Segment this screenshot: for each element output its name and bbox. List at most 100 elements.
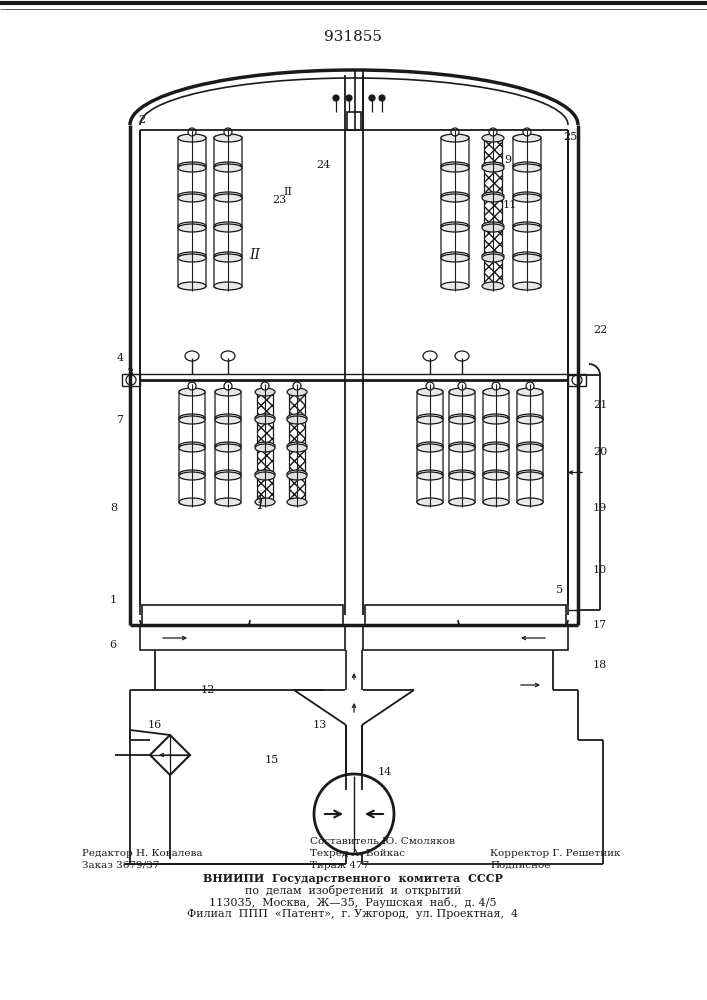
FancyBboxPatch shape: [179, 474, 205, 504]
Ellipse shape: [449, 498, 475, 506]
Ellipse shape: [417, 388, 443, 396]
Ellipse shape: [441, 192, 469, 200]
Ellipse shape: [178, 162, 206, 170]
Text: 20: 20: [593, 447, 607, 457]
Ellipse shape: [482, 282, 504, 290]
FancyBboxPatch shape: [215, 418, 241, 448]
Ellipse shape: [517, 472, 543, 480]
Text: 1: 1: [110, 595, 117, 605]
Ellipse shape: [423, 351, 437, 361]
Ellipse shape: [441, 134, 469, 142]
Text: 25: 25: [563, 132, 577, 142]
Bar: [484, 198, 502, 226]
Ellipse shape: [417, 416, 443, 424]
FancyBboxPatch shape: [214, 196, 242, 228]
Bar: [289, 392, 305, 418]
Bar: [140, 625, 345, 650]
Ellipse shape: [513, 134, 541, 142]
Ellipse shape: [489, 128, 497, 136]
Ellipse shape: [215, 442, 241, 450]
Ellipse shape: [188, 128, 196, 136]
Circle shape: [314, 774, 394, 854]
Ellipse shape: [449, 444, 475, 452]
Text: 11: 11: [503, 200, 517, 210]
Ellipse shape: [215, 414, 241, 422]
Ellipse shape: [482, 192, 504, 200]
Ellipse shape: [513, 192, 541, 200]
Ellipse shape: [178, 224, 206, 232]
Ellipse shape: [483, 442, 509, 450]
Ellipse shape: [517, 388, 543, 396]
Bar: [257, 392, 273, 418]
Ellipse shape: [178, 222, 206, 230]
Ellipse shape: [287, 470, 307, 478]
Text: 9: 9: [504, 155, 512, 165]
Ellipse shape: [293, 382, 301, 390]
Ellipse shape: [214, 224, 242, 232]
Ellipse shape: [426, 382, 434, 390]
Ellipse shape: [255, 472, 275, 480]
Ellipse shape: [185, 351, 199, 361]
Ellipse shape: [214, 192, 242, 200]
Text: 2: 2: [139, 115, 146, 125]
FancyBboxPatch shape: [215, 474, 241, 504]
Ellipse shape: [179, 442, 205, 450]
Ellipse shape: [449, 388, 475, 396]
FancyBboxPatch shape: [178, 226, 206, 258]
Ellipse shape: [513, 282, 541, 290]
FancyBboxPatch shape: [513, 136, 541, 168]
Ellipse shape: [513, 252, 541, 260]
FancyBboxPatch shape: [441, 226, 469, 258]
Ellipse shape: [482, 224, 504, 232]
Ellipse shape: [215, 388, 241, 396]
Ellipse shape: [255, 414, 275, 422]
Ellipse shape: [441, 252, 469, 260]
Ellipse shape: [178, 194, 206, 202]
Ellipse shape: [255, 388, 275, 396]
Ellipse shape: [483, 416, 509, 424]
Text: 24: 24: [316, 160, 330, 170]
Ellipse shape: [513, 164, 541, 172]
Ellipse shape: [287, 442, 307, 450]
Ellipse shape: [178, 134, 206, 142]
Ellipse shape: [483, 414, 509, 422]
Bar: [289, 476, 305, 502]
Text: 15: 15: [265, 755, 279, 765]
Ellipse shape: [287, 472, 307, 480]
Text: 5: 5: [556, 585, 563, 595]
Ellipse shape: [178, 252, 206, 260]
Text: I: I: [258, 495, 262, 505]
FancyBboxPatch shape: [178, 166, 206, 198]
Text: 16: 16: [148, 720, 162, 730]
Bar: [484, 258, 502, 286]
Ellipse shape: [379, 95, 385, 101]
Text: Корректор Г. Решетник: Корректор Г. Решетник: [490, 848, 621, 857]
Ellipse shape: [449, 470, 475, 478]
Text: 6: 6: [110, 640, 117, 650]
Bar: [484, 138, 502, 166]
FancyBboxPatch shape: [214, 226, 242, 258]
FancyBboxPatch shape: [179, 418, 205, 448]
Text: Тираж 477: Тираж 477: [310, 860, 369, 869]
Ellipse shape: [458, 382, 466, 390]
Text: Техред А. Бойкас: Техред А. Бойкас: [310, 848, 405, 857]
FancyBboxPatch shape: [178, 136, 206, 168]
Ellipse shape: [215, 416, 241, 424]
Ellipse shape: [451, 128, 459, 136]
Bar: [484, 228, 502, 256]
Text: 23: 23: [272, 195, 286, 205]
Ellipse shape: [441, 224, 469, 232]
FancyBboxPatch shape: [417, 474, 443, 504]
FancyBboxPatch shape: [178, 196, 206, 228]
Ellipse shape: [179, 470, 205, 478]
Ellipse shape: [517, 414, 543, 422]
Ellipse shape: [517, 416, 543, 424]
FancyBboxPatch shape: [417, 390, 443, 420]
Ellipse shape: [178, 164, 206, 172]
Text: 931855: 931855: [324, 30, 382, 44]
FancyBboxPatch shape: [214, 256, 242, 288]
Ellipse shape: [215, 472, 241, 480]
FancyBboxPatch shape: [517, 390, 543, 420]
Ellipse shape: [255, 444, 275, 452]
FancyBboxPatch shape: [449, 390, 475, 420]
